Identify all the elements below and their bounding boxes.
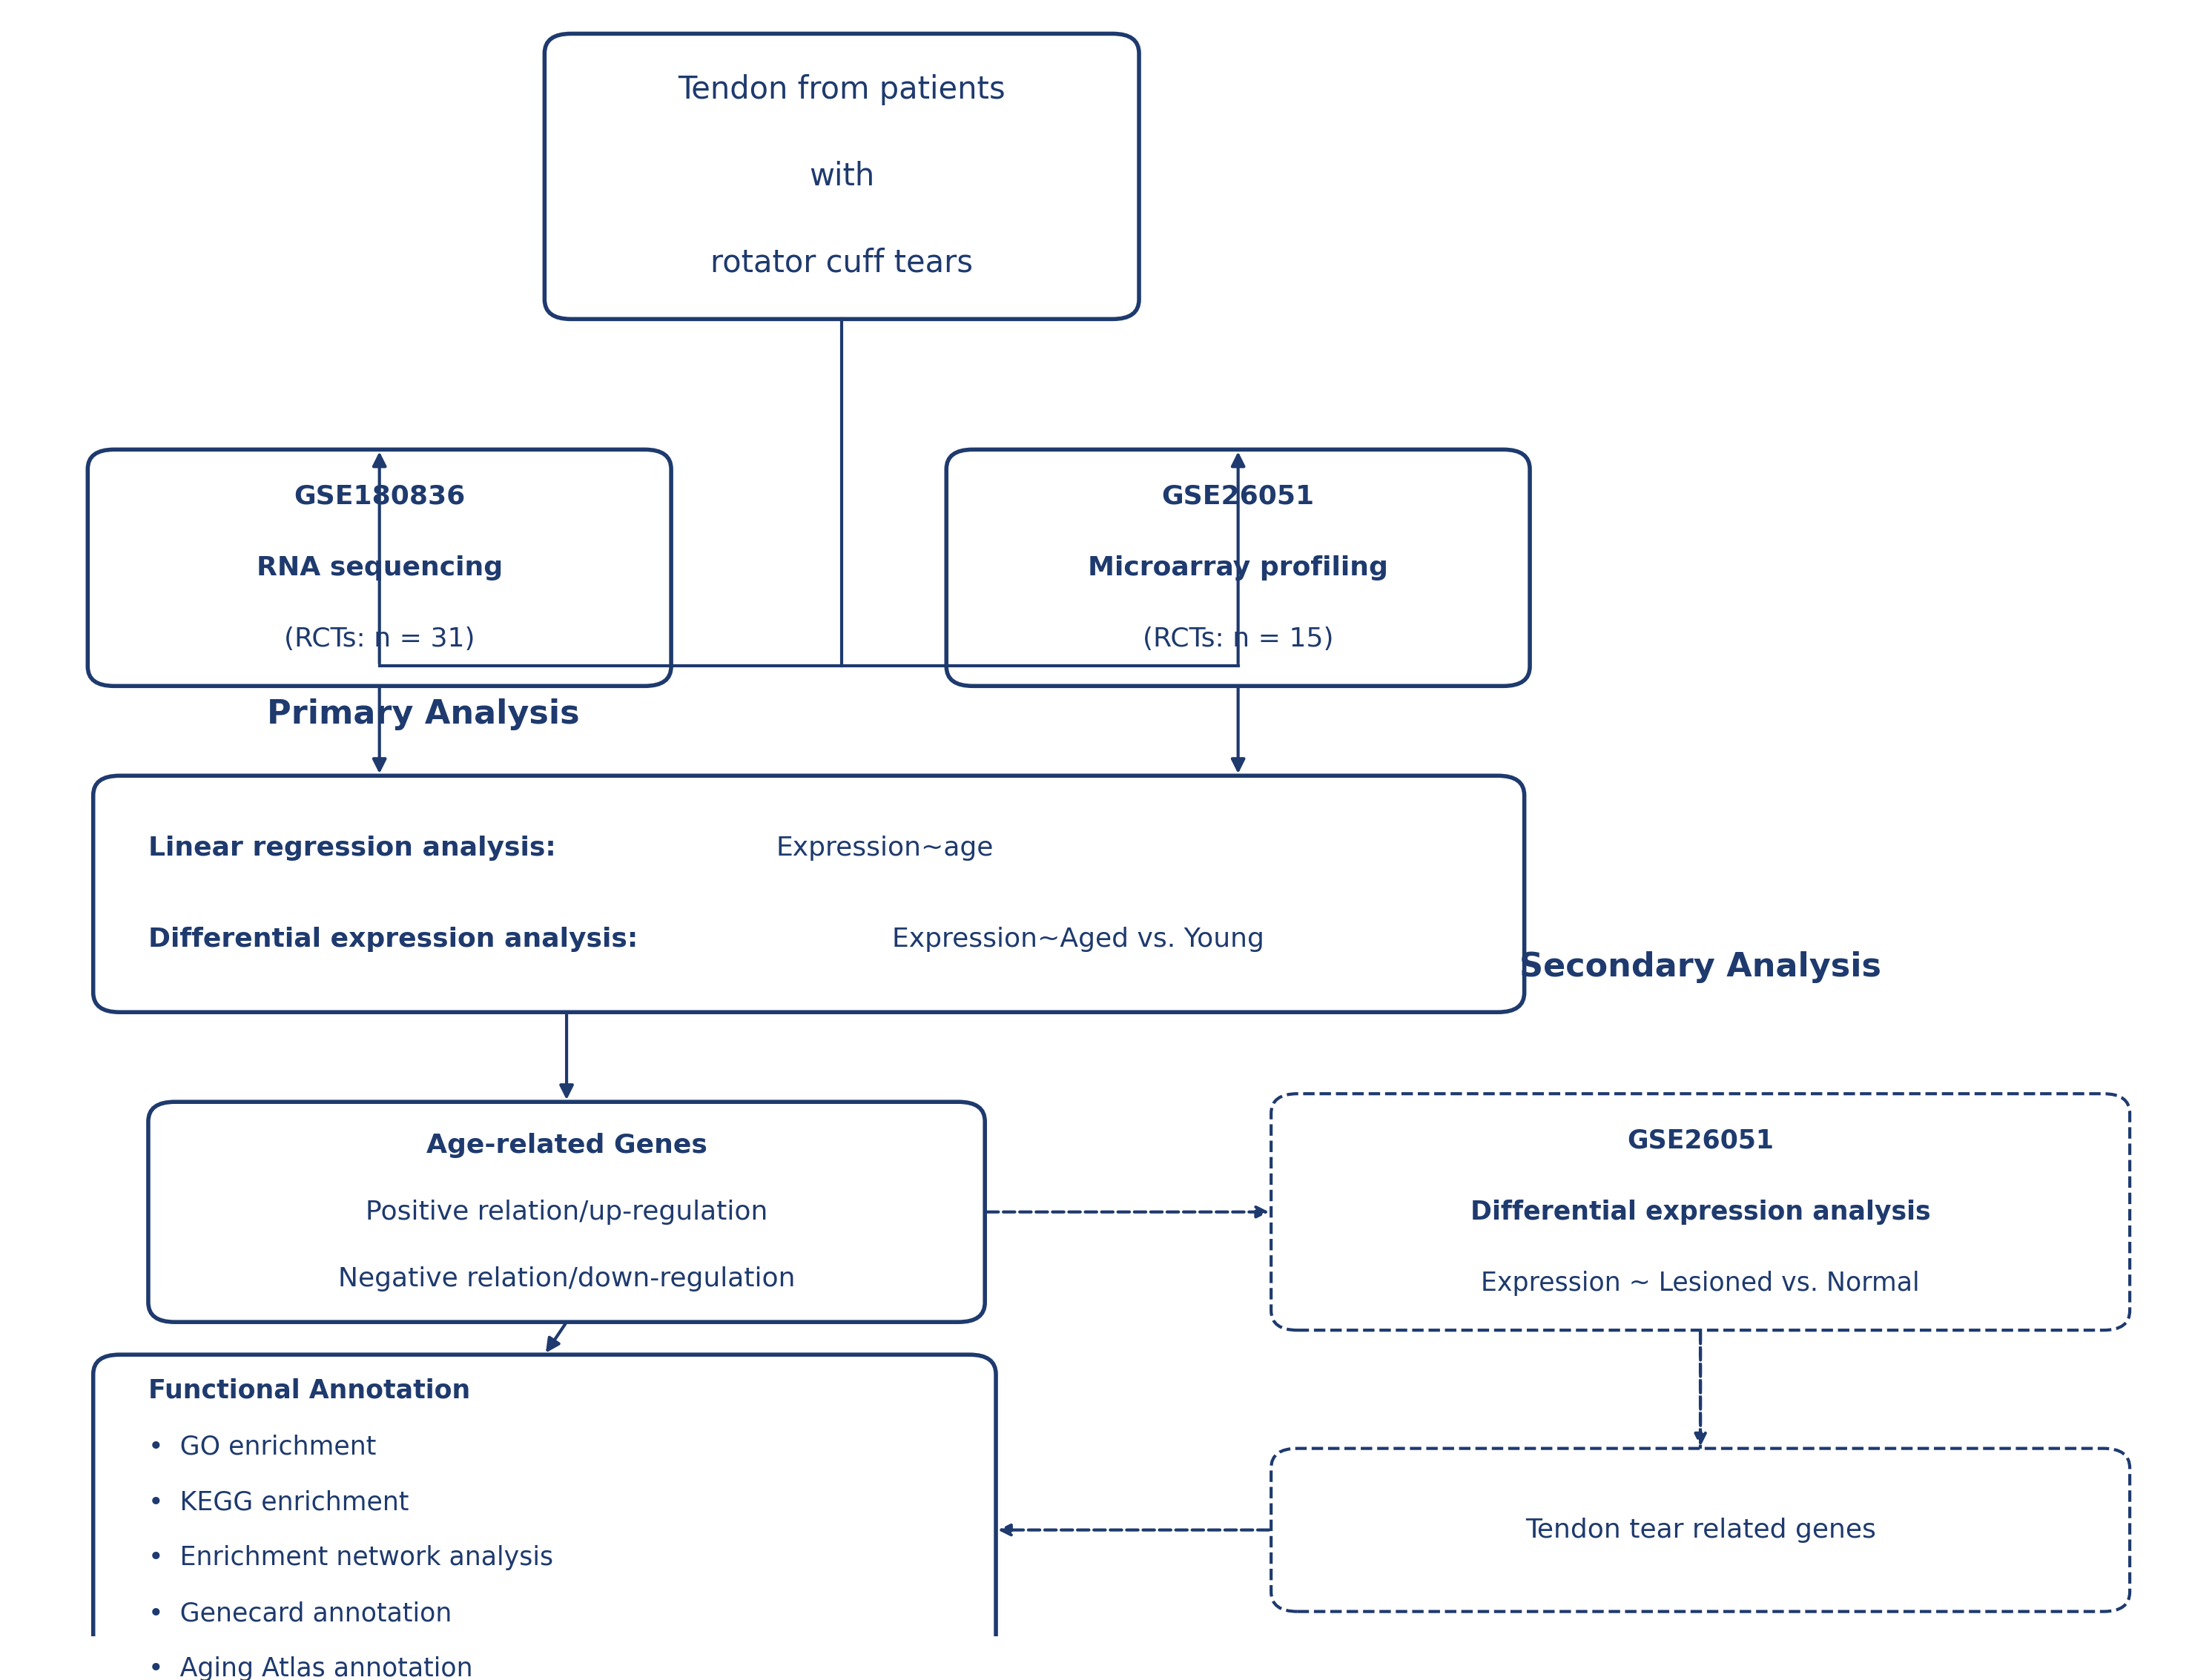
Text: GSE26051: GSE26051 xyxy=(1628,1127,1774,1152)
Text: Differential expression analysis:: Differential expression analysis: xyxy=(148,927,637,953)
Text: with: with xyxy=(810,161,874,192)
FancyBboxPatch shape xyxy=(947,450,1531,685)
Text: Positive relation/up-regulation: Positive relation/up-regulation xyxy=(365,1200,768,1225)
Text: Age-related Genes: Age-related Genes xyxy=(427,1132,708,1158)
Text: Expression ~ Lesioned vs. Normal: Expression ~ Lesioned vs. Normal xyxy=(1482,1272,1920,1297)
Text: Microarray profiling: Microarray profiling xyxy=(1088,554,1389,580)
Text: Linear regression analysis:: Linear regression analysis: xyxy=(148,835,555,860)
FancyBboxPatch shape xyxy=(93,776,1524,1011)
FancyBboxPatch shape xyxy=(1272,1094,2130,1331)
Text: Expression~age: Expression~age xyxy=(776,835,993,860)
FancyBboxPatch shape xyxy=(93,1354,995,1680)
Text: •  GO enrichment: • GO enrichment xyxy=(148,1433,376,1460)
FancyBboxPatch shape xyxy=(1272,1448,2130,1611)
Text: Negative relation/down-regulation: Negative relation/down-regulation xyxy=(338,1267,794,1292)
Text: •  Aging Atlas annotation: • Aging Atlas annotation xyxy=(148,1656,473,1680)
Text: •  Genecard annotation: • Genecard annotation xyxy=(148,1601,451,1626)
Text: rotator cuff tears: rotator cuff tears xyxy=(710,247,973,279)
FancyBboxPatch shape xyxy=(544,34,1139,319)
Text: (RCTs: n = 31): (RCTs: n = 31) xyxy=(283,627,476,652)
Text: Secondary Analysis: Secondary Analysis xyxy=(1520,951,1882,983)
Text: GSE26051: GSE26051 xyxy=(1161,484,1314,509)
Text: Primary Analysis: Primary Analysis xyxy=(268,699,580,731)
Text: Expression~Aged vs. Young: Expression~Aged vs. Young xyxy=(891,927,1265,953)
Text: •  KEGG enrichment: • KEGG enrichment xyxy=(148,1490,409,1515)
Text: RNA sequencing: RNA sequencing xyxy=(257,554,502,580)
Text: •  Enrichment network analysis: • Enrichment network analysis xyxy=(148,1546,553,1571)
FancyBboxPatch shape xyxy=(148,1102,984,1322)
Text: Differential expression analysis: Differential expression analysis xyxy=(1471,1200,1931,1225)
Text: Functional Annotation: Functional Annotation xyxy=(148,1378,471,1403)
Text: GSE180836: GSE180836 xyxy=(294,484,465,509)
Text: Tendon from patients: Tendon from patients xyxy=(679,74,1006,106)
Text: Tendon tear related genes: Tendon tear related genes xyxy=(1524,1517,1876,1542)
Text: (RCTs: n = 15): (RCTs: n = 15) xyxy=(1144,627,1334,652)
FancyBboxPatch shape xyxy=(88,450,670,685)
